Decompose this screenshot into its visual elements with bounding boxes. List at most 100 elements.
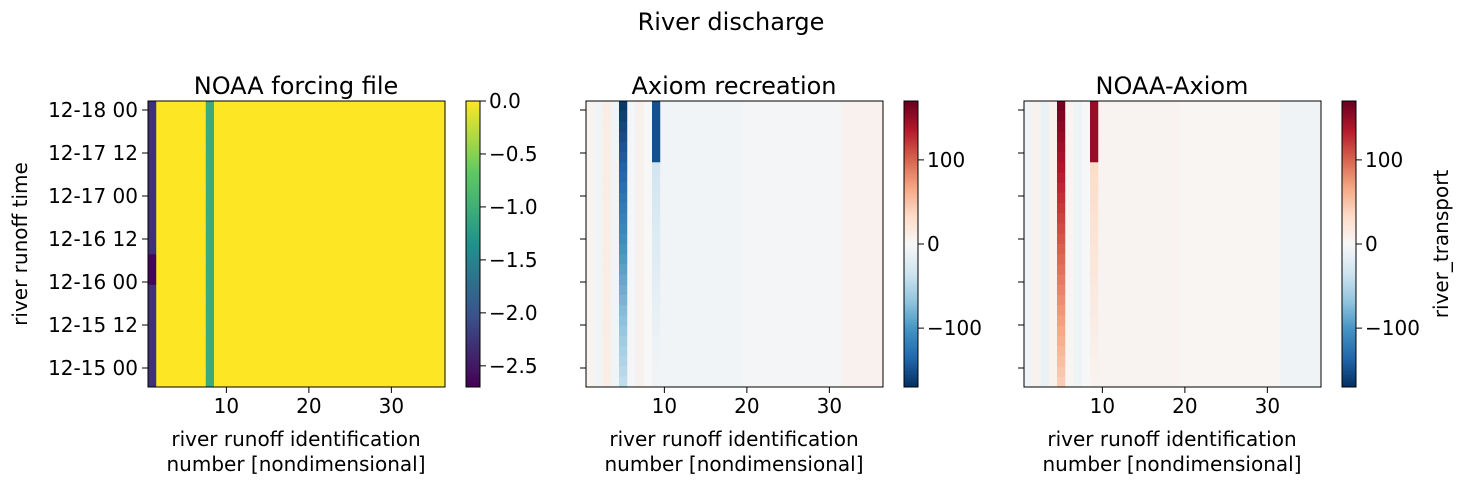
heatmap-cell	[1197, 182, 1206, 194]
heatmap-cell	[247, 325, 256, 337]
heatmap-cell	[1131, 162, 1140, 173]
colorbar-gradient-step	[1342, 260, 1356, 264]
heatmap-cell	[1040, 131, 1050, 143]
heatmap-cell	[792, 264, 801, 276]
heatmap-cell	[610, 284, 620, 296]
heatmap-cell	[379, 274, 388, 286]
heatmap-cell	[619, 141, 628, 153]
colorbar-gradient-step	[466, 232, 480, 235]
heatmap-cell	[354, 264, 363, 276]
colorbar-gradient-step	[904, 108, 918, 112]
heatmap-cell	[792, 284, 801, 296]
heatmap-cell	[734, 121, 744, 133]
heatmap-cell	[1114, 213, 1124, 224]
heatmap-cell	[1123, 233, 1132, 245]
colorbar-gradient-step	[904, 341, 918, 345]
heatmap-cell	[775, 131, 785, 143]
heatmap-cell	[841, 213, 851, 224]
colorbar-gradient-step	[904, 263, 918, 266]
heatmap-cell	[825, 162, 834, 173]
heatmap-cell	[635, 182, 645, 194]
heatmap-cell	[255, 111, 264, 122]
heatmap-cell	[1040, 376, 1050, 388]
heatmap-cell	[1246, 335, 1256, 347]
colorbar-gradient-step	[1342, 332, 1356, 336]
heatmap-cell	[247, 376, 256, 388]
heatmap-cell	[214, 366, 223, 378]
heatmap-cell	[775, 356, 785, 367]
heatmap-cell	[181, 284, 190, 296]
heatmap-cell	[1271, 223, 1281, 235]
heatmap-cell	[230, 305, 240, 316]
heatmap-cell	[370, 101, 380, 112]
colorbar-gradient-step	[904, 217, 918, 221]
heatmap-cell	[594, 172, 603, 184]
heatmap-cell	[841, 264, 851, 276]
heatmap-cell	[1246, 376, 1256, 388]
heatmap-cell	[668, 141, 678, 153]
heatmap-cell	[1296, 131, 1305, 143]
heatmap-cell	[610, 121, 620, 133]
heatmap-cell	[850, 233, 859, 245]
heatmap-cell	[1114, 141, 1124, 153]
heatmap-cell	[627, 274, 636, 286]
heatmap-cell	[1081, 172, 1091, 184]
heatmap-cell	[1205, 295, 1215, 306]
heatmap-cell	[1197, 203, 1206, 214]
heatmap-cell	[379, 192, 388, 204]
heatmap-cell	[1279, 325, 1289, 337]
heatmap-cell	[379, 305, 388, 316]
heatmap-cell	[1123, 172, 1132, 184]
heatmap-cell	[800, 152, 810, 163]
colorbar-gradient-step	[1342, 213, 1356, 216]
heatmap-cell	[775, 295, 785, 306]
heatmap-cell	[858, 223, 867, 235]
heatmap-cell	[1081, 192, 1091, 204]
heatmap-cell	[800, 233, 810, 245]
heatmap-cell	[1296, 182, 1305, 194]
heatmap-cell	[370, 254, 380, 265]
heatmap-cell	[1197, 295, 1206, 306]
heatmap-cell	[866, 376, 876, 388]
heatmap-cell	[346, 315, 355, 327]
heatmap-cell	[271, 172, 281, 184]
colorbar-gradient-step	[466, 117, 480, 121]
heatmap-cell	[808, 264, 818, 276]
heatmap-cell	[403, 366, 413, 378]
heatmap-cell	[230, 356, 240, 367]
heatmap-cell	[1205, 141, 1215, 153]
heatmap-cell	[817, 192, 826, 204]
heatmap-cell	[1164, 244, 1173, 255]
heatmap-cell	[775, 274, 785, 286]
heatmap-cell	[1288, 284, 1297, 296]
colorbar-gradient-step	[904, 372, 918, 376]
heatmap-cell	[1296, 223, 1305, 235]
heatmap-cell	[263, 192, 273, 204]
heatmap-cell	[1279, 366, 1289, 378]
heatmap-cell	[759, 325, 768, 337]
heatmap-cell	[784, 141, 793, 153]
heatmap-cell	[263, 121, 273, 133]
heatmap-cell	[792, 111, 801, 122]
heatmap-cell	[841, 254, 851, 265]
heatmap-cell	[1048, 192, 1058, 204]
heatmap-cell	[726, 305, 735, 316]
heatmap-cell	[164, 111, 174, 122]
colorbar-gradient-step	[1342, 129, 1356, 133]
heatmap-cell	[395, 376, 405, 388]
heatmap-cell	[1032, 152, 1041, 163]
heatmap-cell	[172, 182, 182, 194]
heatmap-cell	[395, 141, 405, 153]
heatmap-cell	[643, 325, 653, 337]
heatmap-cell	[751, 295, 760, 306]
heatmap-cell	[1296, 264, 1305, 276]
heatmap-cell	[1123, 356, 1132, 367]
heatmap-cell	[412, 111, 421, 122]
heatmap-cell	[1057, 101, 1066, 112]
heatmap-cell	[197, 274, 207, 286]
heatmap-cell	[205, 223, 215, 235]
heatmap-cell	[164, 233, 174, 245]
heatmap-cell	[734, 223, 744, 235]
heatmap-cell	[586, 305, 595, 316]
heatmap-cell	[1205, 162, 1215, 173]
